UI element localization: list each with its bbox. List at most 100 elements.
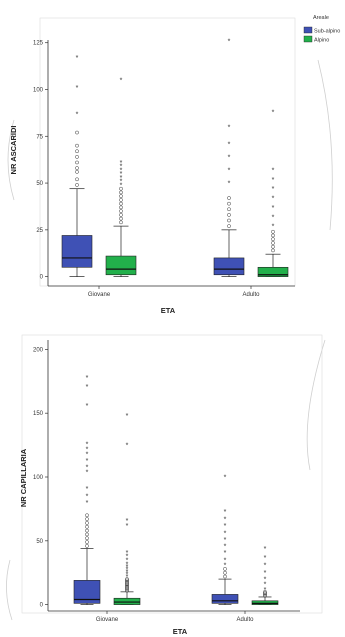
outlier-circle (85, 528, 89, 533)
outlier-circle (119, 213, 123, 217)
outlier-star: * (86, 403, 89, 410)
outlier-star: * (224, 537, 227, 544)
outlier-star: * (224, 563, 227, 570)
outlier-circle (119, 194, 123, 199)
outlier-circle (75, 183, 79, 187)
outlier-star: * (272, 224, 275, 231)
outlier-star: * (120, 164, 123, 171)
outlier-star: * (228, 38, 231, 45)
outlier-star: * (228, 181, 231, 188)
x-ticks: Giovane Adulto (88, 286, 260, 298)
outlier-star: * (264, 563, 267, 570)
y-tick-label: 75 (36, 134, 43, 140)
outlier-circle (223, 567, 227, 571)
x-tick-label: Giovane (96, 617, 119, 623)
outlier-star: * (86, 446, 89, 453)
outlier-circle (75, 160, 79, 165)
outlier-circle (263, 592, 267, 597)
y-ticks: 0 50 100 150 200 (33, 347, 48, 609)
outlier-star: * (120, 167, 123, 174)
box-iqr (257, 266, 289, 277)
outlier-circle (75, 149, 79, 154)
boxplot: ********** (211, 475, 239, 605)
legend-swatch-alpino (303, 35, 313, 43)
outlier-star: * (272, 109, 275, 116)
boxplot: ******* (251, 546, 279, 605)
outlier-circle (125, 578, 129, 583)
y-ticks: 0 25 50 75 100 125 (33, 41, 48, 281)
boxplot: * * * * * * (213, 38, 245, 277)
outlier-circle (119, 209, 123, 213)
outlier-circle (227, 224, 231, 228)
legend-label-alpino: Alpino (314, 38, 329, 44)
outlier-circle (85, 521, 89, 525)
x-tick-label: Adulto (242, 292, 260, 298)
outlier-star: * (224, 531, 227, 538)
outlier-star: * (228, 154, 231, 161)
outlier-star: * (126, 554, 129, 561)
outlier-circle (125, 583, 129, 588)
legend: Areale Sub-alpino Alpino (303, 15, 340, 44)
outlier-star: * (86, 452, 89, 459)
boxplot: ************* (113, 413, 141, 605)
outlier-circle (119, 216, 123, 221)
outlier-star: * (126, 413, 129, 420)
boxplot: ************ (73, 375, 101, 605)
outlier-star: * (126, 443, 129, 450)
outlier-circle (125, 587, 129, 592)
outlier-star: * (86, 500, 89, 507)
box-iqr (73, 580, 101, 604)
outlier-star: * (228, 141, 231, 148)
outlier-circle (125, 586, 129, 590)
outlier-circle (75, 143, 79, 148)
outlier-star: * (264, 546, 267, 553)
outlier-star: * (120, 171, 123, 178)
outlier-circle (75, 166, 79, 170)
outlier-circle (119, 220, 123, 225)
y-tick-label: 100 (33, 88, 44, 94)
legend-title: Areale (313, 15, 329, 21)
background-arcs (6, 59, 333, 621)
outlier-circle (227, 196, 231, 200)
outlier-star: * (86, 441, 89, 448)
boxplot: * * * (61, 55, 93, 277)
outlier-star: * (126, 518, 129, 525)
plot-frame (21, 334, 323, 614)
box-iqr (105, 255, 137, 276)
outlier-star: * (224, 509, 227, 516)
y-tick-label: 150 (33, 411, 44, 417)
outlier-circle (271, 241, 275, 245)
y-tick-label: 50 (36, 539, 43, 545)
outlier-circle (223, 574, 227, 579)
outlier-circle (85, 513, 89, 518)
outlier-star: * (264, 577, 267, 584)
outlier-circle (119, 186, 123, 191)
outlier-star: * (126, 550, 129, 557)
outlier-star: * (126, 571, 129, 578)
box-groups: ************************* (61, 38, 289, 277)
outlier-circle (85, 532, 89, 537)
outlier-star: * (272, 214, 275, 221)
outlier-circle (75, 155, 79, 159)
outlier-star: * (86, 375, 89, 382)
outlier-star: * (264, 555, 267, 562)
outlier-circle (75, 169, 79, 174)
outlier-star: * (76, 111, 79, 118)
outlier-star: * (86, 458, 89, 465)
outlier-star: * (86, 494, 89, 501)
outlier-star: * (86, 464, 89, 471)
box-iqr (211, 594, 239, 604)
outlier-star: * (272, 196, 275, 203)
outlier-circle (263, 593, 267, 598)
outlier-star: * (224, 475, 227, 482)
outlier-circle (119, 201, 123, 206)
outlier-circle (227, 213, 231, 217)
outlier-circle (227, 207, 231, 212)
outlier-circle (125, 584, 129, 589)
outlier-circle (223, 570, 227, 575)
outlier-star: * (264, 570, 267, 577)
outlier-circle (125, 577, 129, 581)
